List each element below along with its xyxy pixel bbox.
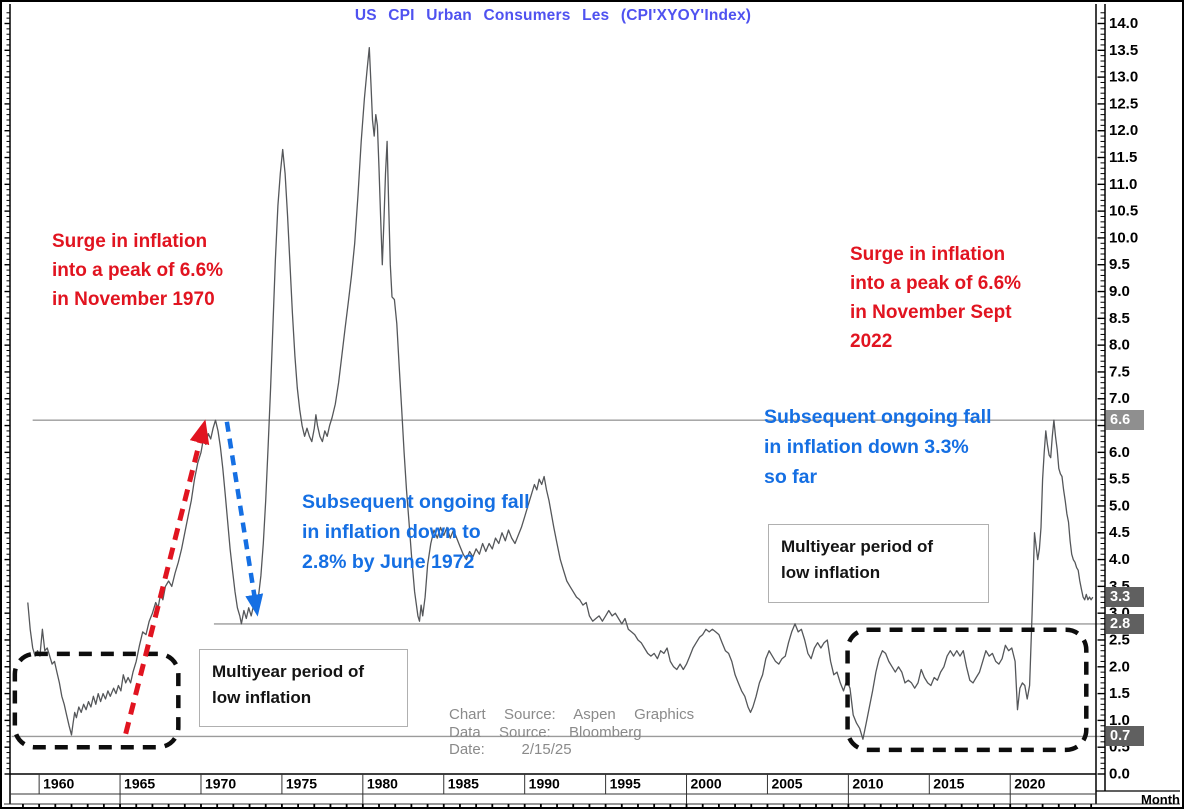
y-tick-label-5.5: 5.5 xyxy=(1109,471,1130,488)
y-tick-label-11.5: 11.5 xyxy=(1109,149,1137,166)
y-tick-label-0.0: 0.0 xyxy=(1109,765,1130,782)
chart-title: US CPI Urban Consumers Les (CPI'XYOY'Ind… xyxy=(354,7,752,24)
cpi-line xyxy=(27,46,1094,740)
y-tick-label-4.5: 4.5 xyxy=(1109,524,1130,541)
low-inflation-box-1960s xyxy=(12,651,181,750)
surge-trend-arrow xyxy=(123,419,210,735)
x-tick-label-1970: 1970 xyxy=(205,776,236,792)
y-tick-label-9.5: 9.5 xyxy=(1109,256,1130,273)
axis-value-chip-3.3: 3.3 xyxy=(1106,587,1144,608)
x-tick-label-1995: 1995 xyxy=(610,776,641,792)
low-inflation-box-2010s xyxy=(845,627,1089,753)
y-tick-label-8.5: 8.5 xyxy=(1109,310,1130,327)
x-tick-label-2010: 2010 xyxy=(852,776,883,792)
y-tick-label-10.5: 10.5 xyxy=(1109,203,1138,220)
y-tick-label-13.5: 13.5 xyxy=(1109,42,1138,59)
y-tick-label-12.0: 12.0 xyxy=(1109,122,1138,139)
x-tick-label-1975: 1975 xyxy=(286,776,317,792)
y-tick-label-5.0: 5.0 xyxy=(1109,497,1130,514)
y-tick-label-8.0: 8.0 xyxy=(1109,337,1130,354)
x-tick-label-2020: 2020 xyxy=(1014,776,1045,792)
y-tick-label-7.0: 7.0 xyxy=(1109,390,1130,407)
y-tick-label-9.0: 9.0 xyxy=(1109,283,1130,300)
y-tick-label-2.0: 2.0 xyxy=(1109,658,1130,675)
axis-value-chip-6.6: 6.6 xyxy=(1106,410,1144,431)
annotation-surge-2022: Surge in inflation into a peak of 6.6% i… xyxy=(850,244,1022,352)
x-axis-unit-label: Month xyxy=(1141,792,1180,807)
y-tick-label-1.5: 1.5 xyxy=(1109,685,1130,702)
y-tick-label-7.5: 7.5 xyxy=(1109,363,1130,380)
x-tick-label-2000: 2000 xyxy=(691,776,722,792)
y-tick-label-4.0: 4.0 xyxy=(1109,551,1130,568)
annotation-surge-1970: Surge in inflation into a peak of 6.6% i… xyxy=(52,231,224,310)
x-tick-label-1965: 1965 xyxy=(124,776,155,792)
x-tick-label-2005: 2005 xyxy=(771,776,802,792)
y-tick-label-11.0: 11.0 xyxy=(1109,176,1137,193)
axis-value-chip-2.8: 2.8 xyxy=(1106,613,1144,634)
callout-low-inflation-2010s: Multiyear period of low inflation xyxy=(768,524,989,603)
y-tick-label-14.0: 14.0 xyxy=(1109,15,1138,32)
fall-trend-arrow xyxy=(224,421,264,617)
y-tick-label-6.0: 6.0 xyxy=(1109,444,1130,461)
x-tick-label-2015: 2015 xyxy=(933,776,964,792)
callout-low-inflation-1960s: Multiyear period of low inflation xyxy=(199,649,408,727)
annotation-fall-1972: Subsequent ongoing fall in inflation dow… xyxy=(302,491,530,573)
y-tick-label-12.5: 12.5 xyxy=(1109,95,1138,112)
x-tick-label-1990: 1990 xyxy=(529,776,560,792)
x-tick-label-1960: 1960 xyxy=(43,776,74,792)
annotation-fall-2024: Subsequent ongoing fall in inflation dow… xyxy=(764,406,992,488)
x-tick-label-1980: 1980 xyxy=(367,776,398,792)
y-tick-label-13.0: 13.0 xyxy=(1109,69,1138,86)
y-tick-label-10.0: 10.0 xyxy=(1109,229,1138,246)
y-tick-label-2.5: 2.5 xyxy=(1109,631,1130,648)
y-tick-label-1.0: 1.0 xyxy=(1109,712,1130,729)
x-tick-label-1985: 1985 xyxy=(448,776,479,792)
source-block: Chart Source: Aspen Graphics Data Source… xyxy=(449,706,695,758)
axis-value-chip-0.7: 0.7 xyxy=(1106,726,1144,747)
